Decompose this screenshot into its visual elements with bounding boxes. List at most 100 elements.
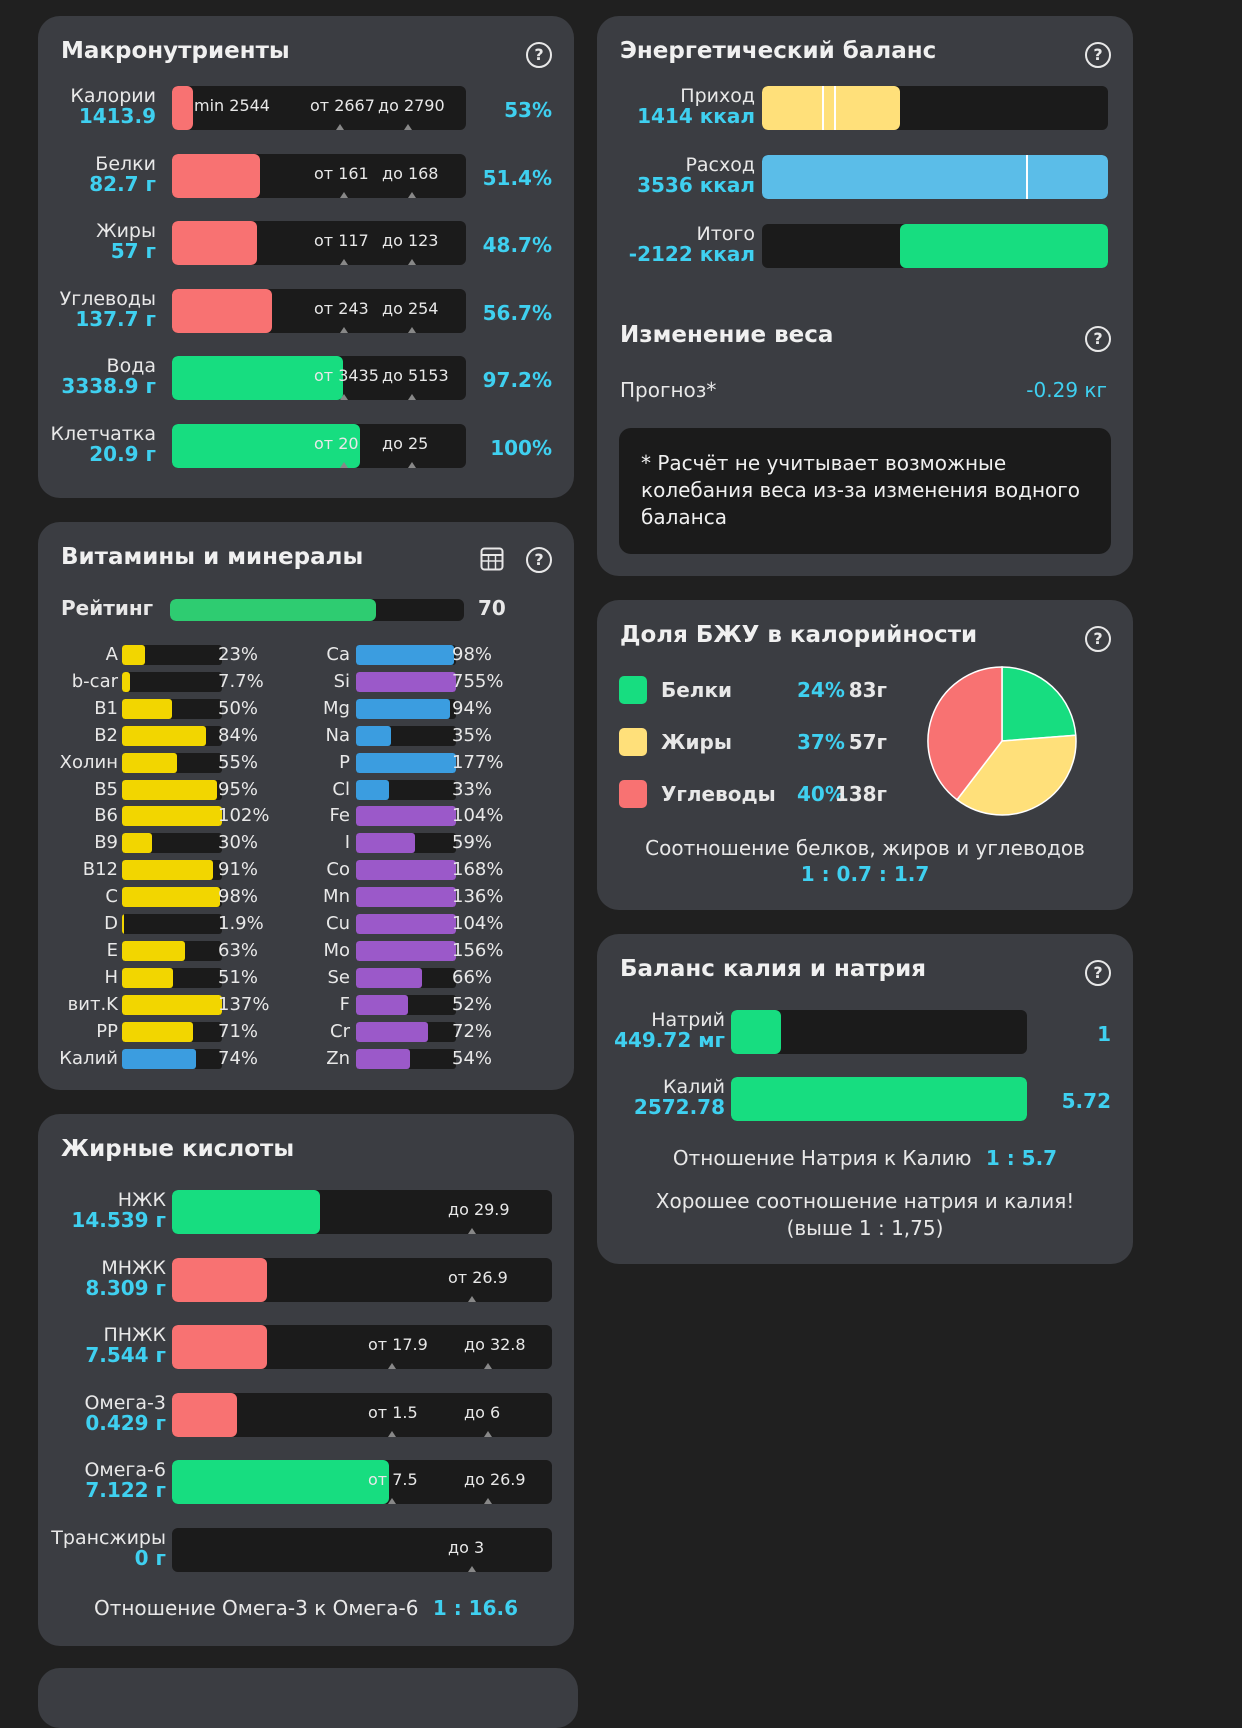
vitamin-fill [356,779,389,800]
vitamin-fill [122,725,206,746]
vitamin-percent: 52% [452,993,493,1015]
energy-row-value: 1414 ккал [637,104,755,128]
macro-row-value: 1413.9 [78,104,156,128]
energy-row-name: Приход [680,85,755,107]
vitamin-label: PP [96,1020,118,1042]
rating-label: Рейтинг [61,596,154,620]
vitamin-percent: 156% [452,939,504,961]
fatty-acids-card: Жирные кислоты НЖК 14.539 г до 29.9 МНЖК 8.3… [38,1114,574,1646]
vitamin-label: F [339,993,350,1015]
vitamin-label: B9 [94,832,118,854]
bju-legend-grams: 57г [848,730,887,754]
vitamin-label: Co [326,859,350,881]
energy-marker [822,86,824,130]
energy-row-value: 3536 ккал [637,173,755,197]
bju-title: Доля БЖУ в калорийности [620,622,978,648]
table-icon[interactable] [480,547,504,571]
kna-note: Хорошее соотношение натрия и калия! (выш… [655,1189,1075,1240]
macro-row-tick: от 2667 [310,96,375,115]
fatty-row-tick: от 1.5 [368,1402,418,1422]
macro-row-caret [408,259,416,265]
kna-row-name: Натрий [651,1009,725,1031]
vitamin-fill [122,698,172,719]
vitamin-bar [356,994,456,1015]
vitamin-label: D [104,913,118,934]
vitamin-label: Mg [323,697,350,719]
fatty-row-caret [468,1565,476,1572]
kna-row-bar [731,1077,1027,1121]
macro-row-caret [404,124,412,130]
energy-row-bar [762,86,1108,130]
vitamin-percent: 95% [218,778,259,800]
macro-row-caret [336,124,344,130]
macro-row-tick: до 123 [382,231,439,250]
vitamin-label: Na [325,724,351,746]
vitamin-percent: 7.7% [218,670,264,692]
vitamin-bar [122,645,222,665]
forecast-label: Прогноз* [620,378,717,402]
vitamin-percent: 23% [218,644,259,665]
vitamin-fill [122,914,124,934]
vitamin-label: H [104,966,118,988]
help-icon[interactable]: ? [526,42,552,68]
vitamin-bar [356,645,456,665]
vitamin-fill [356,967,422,988]
help-icon[interactable]: ? [526,547,552,573]
vitamin-fill [356,806,456,827]
fatty-row-tick: до 26.9 [464,1470,526,1489]
bju-legend-swatch [619,728,647,756]
energy-row-label: Расход 3536 ккал [597,155,755,195]
vitamin-bar [356,887,456,908]
fatty-row-tick: от 7.5 [368,1470,418,1489]
vitamin-fill [122,1021,193,1042]
fatty-row-caret [484,1498,492,1504]
macro-row-caret [340,191,348,198]
fatty-row-caret [388,1498,396,1504]
next-card [38,1668,578,1728]
vitamin-label: B1 [94,697,118,719]
vitamin-label: Cu [326,913,350,934]
vitamin-bar [122,806,222,827]
energy-row-name: Расход [685,154,755,176]
vitamin-label: Cr [330,1020,350,1042]
vitamin-label: P [339,751,350,773]
vitamin-bar [122,752,222,773]
vitamin-bar [122,940,222,961]
vitamin-percent: 30% [218,832,259,854]
macro-row-bar: от 3435 до 5153 [172,356,466,400]
vitamin-fill [122,671,130,692]
fatty-row-label: Омега-3 0.429 г [38,1393,166,1433]
macro-row-label: Вода 3338.9 г [38,356,156,396]
help-icon[interactable]: ? [1085,960,1111,986]
energy-row-fill [762,86,901,130]
energy-row-bar [762,224,1108,268]
macro-row-tick: min 2544 [194,96,270,115]
vitamin-bar [122,671,222,692]
macro-row-percent: 48.7% [482,233,552,257]
macro-row-bar: от 117 до 123 [172,221,466,265]
vitamin-bar [122,967,222,988]
fatty-row-bar: от 17.9 до 32.8 [172,1325,552,1369]
macro-row-caret [340,326,348,333]
vitamin-label: Zn [326,1047,350,1069]
help-icon[interactable]: ? [1085,42,1111,68]
vitamin-percent: 137% [218,993,270,1015]
macro-row-tick: от 161 [314,163,369,183]
help-icon[interactable]: ? [1085,626,1111,652]
bju-card: Доля БЖУ в калорийности ? Белки 24% 83г Жир… [597,600,1133,910]
fatty-row-value: 7.122 г [85,1478,166,1502]
vitamin-percent: 755% [452,670,504,692]
bju-legend-percent: 24% [797,678,845,702]
macro-row-name: Белки [95,152,156,175]
vitamin-label: B5 [94,778,118,800]
vitamin-fill [356,860,456,881]
vitamin-fill [356,914,456,934]
vitamin-fill [356,833,415,854]
fatty-row-bar: до 29.9 [172,1190,552,1234]
pie-slice-2 [955,734,1077,816]
help-icon[interactable]: ? [1085,326,1111,352]
macro-row-fill [172,423,361,468]
vitamin-bar [356,860,456,881]
vitamin-percent: 63% [218,939,259,961]
kna-ratio: Отношение Натрия к Калию 1 : 5.7 [597,1146,1133,1170]
